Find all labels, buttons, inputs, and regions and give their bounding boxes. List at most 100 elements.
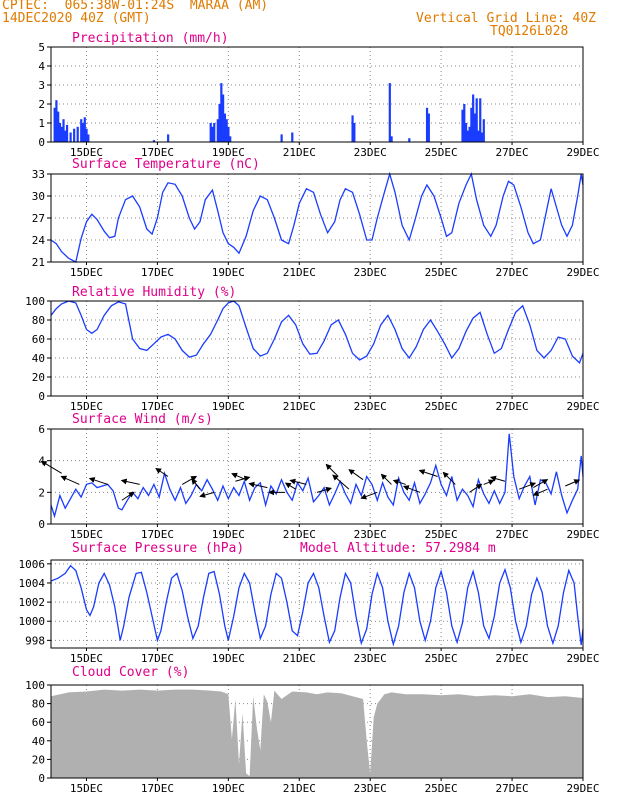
precip-bar [353, 123, 356, 142]
x-tick-label: 21DEC [283, 652, 316, 665]
precip-bar [479, 98, 482, 142]
wind-arrow [490, 475, 506, 482]
x-tick-label: 27DEC [496, 146, 529, 159]
wind-arrow [40, 460, 62, 474]
header-line2-left: 14DEC2020 40Z (GMT) [2, 11, 151, 26]
wind-arrow [360, 491, 378, 500]
panel-title: Cloud Cover (%) [72, 665, 189, 680]
precip-bar [211, 126, 214, 142]
panel-title: Surface Pressure (hPa) [72, 541, 244, 556]
precip-bar [291, 132, 294, 142]
precip-bar [473, 113, 477, 142]
wind-arrow [191, 478, 201, 490]
series-line [50, 433, 584, 519]
panel-frame [50, 300, 584, 397]
precip-bar [64, 130, 67, 142]
y-tick-label: 5 [38, 41, 45, 54]
precip-bar [58, 123, 62, 142]
precip-bar [223, 113, 226, 142]
precip-bar [220, 83, 223, 142]
wind-arrow [155, 467, 169, 477]
precip-bar [475, 98, 478, 142]
x-tick-label: 29DEC [566, 266, 599, 279]
wind-arrow [181, 475, 198, 485]
wind-arrow [248, 481, 268, 489]
x-tick-label: 27DEC [496, 528, 529, 541]
precip-bar [425, 107, 429, 142]
y-tick-label: 100 [25, 679, 45, 692]
wind-arrow [231, 472, 247, 481]
y-tick-label: 60 [32, 716, 45, 729]
wind-arrow [518, 482, 537, 490]
wind-arrow [402, 485, 421, 493]
x-tick-label: 25DEC [425, 146, 458, 159]
y-tick-label: 1000 [19, 615, 46, 628]
x-tick-label: 15DEC [70, 266, 103, 279]
x-tick-label: 23DEC [354, 528, 387, 541]
x-tick-label: 27DEC [496, 782, 529, 795]
precip-bar [216, 119, 219, 142]
precip-bar [468, 126, 471, 142]
panel-title: Surface Temperature (nC) [72, 157, 260, 172]
panel-frame [50, 559, 584, 649]
x-tick-label: 23DEC [354, 266, 387, 279]
wind-arrow [348, 469, 364, 481]
panel-title: Relative Humidity (%) [72, 285, 236, 300]
x-tick-label: 25DEC [425, 652, 458, 665]
x-tick-label: 25DEC [425, 528, 458, 541]
panel-4: 0 2 4 6 15DEC 17DEC 19DEC 21DEC 23DEC 25DEC 27DEC 2… [38, 412, 599, 541]
precip-bar [73, 128, 76, 142]
x-tick-label: 19DEC [212, 266, 245, 279]
panel-6: 0 20 40 60 80 100 15DEC 17DEC 19DEC 21DEC 23DEC 25D… [25, 665, 599, 795]
panel-title: Precipitation (mm/h) [72, 31, 229, 46]
y-tick-label: 33 [32, 168, 45, 181]
precip-bar [464, 123, 468, 142]
wind-arrow [532, 488, 548, 496]
header-line2-right: TQ0126L028 [490, 24, 569, 39]
x-tick-label: 19DEC [212, 652, 245, 665]
precip-bar [85, 128, 88, 142]
precip-bar [55, 100, 58, 142]
y-tick-label: 40 [32, 735, 45, 748]
panel-1: 0 1 2 3 4 5 15DEC 17DEC 19DEC 21DEC 23DEC 25DEC 27DE… [38, 31, 599, 159]
y-tick-label: 6 [38, 423, 45, 436]
x-tick-label: 25DEC [425, 266, 458, 279]
precip-bar [209, 123, 212, 142]
x-tick-label: 19DEC [212, 528, 245, 541]
wind-arrow [60, 475, 80, 485]
x-tick-label: 23DEC [354, 652, 387, 665]
precip-bar [227, 126, 230, 142]
wind-arrow [565, 479, 581, 487]
x-tick-label: 17DEC [141, 400, 174, 413]
precip-bar [218, 104, 221, 142]
cloud-area [51, 689, 583, 778]
header-line1-right: Vertical Grid Line: 40Z [416, 11, 597, 26]
y-tick-label: 30 [32, 190, 45, 203]
precip-bar [65, 124, 69, 142]
y-tick-label: 24 [32, 234, 46, 247]
wind-arrow [533, 479, 549, 489]
panel-title: Surface Wind (m/s) [72, 412, 213, 427]
x-tick-label: 15DEC [70, 782, 103, 795]
wind-arrow [121, 491, 135, 501]
x-tick-label: 25DEC [425, 400, 458, 413]
wind-arrow [284, 482, 296, 490]
x-tick-label: 15DEC [70, 528, 103, 541]
wind-arrow [392, 479, 406, 485]
precip-bar [57, 111, 60, 142]
wind-arrow [316, 486, 332, 493]
panel-frame [50, 684, 584, 779]
precip-bar [388, 83, 391, 142]
precip-bar [225, 119, 228, 142]
precip-bar [466, 130, 469, 142]
x-tick-label: 29DEC [566, 652, 599, 665]
x-tick-label: 23DEC [354, 146, 387, 159]
x-tick-label: 21DEC [283, 146, 316, 159]
panel-frame [50, 46, 584, 143]
y-tick-label: 0 [38, 772, 45, 785]
x-tick-label: 29DEC [566, 528, 599, 541]
x-tick-label: 17DEC [141, 146, 174, 159]
wind-arrow [235, 475, 251, 482]
x-tick-label: 21DEC [283, 266, 316, 279]
precip-bar [482, 119, 485, 142]
